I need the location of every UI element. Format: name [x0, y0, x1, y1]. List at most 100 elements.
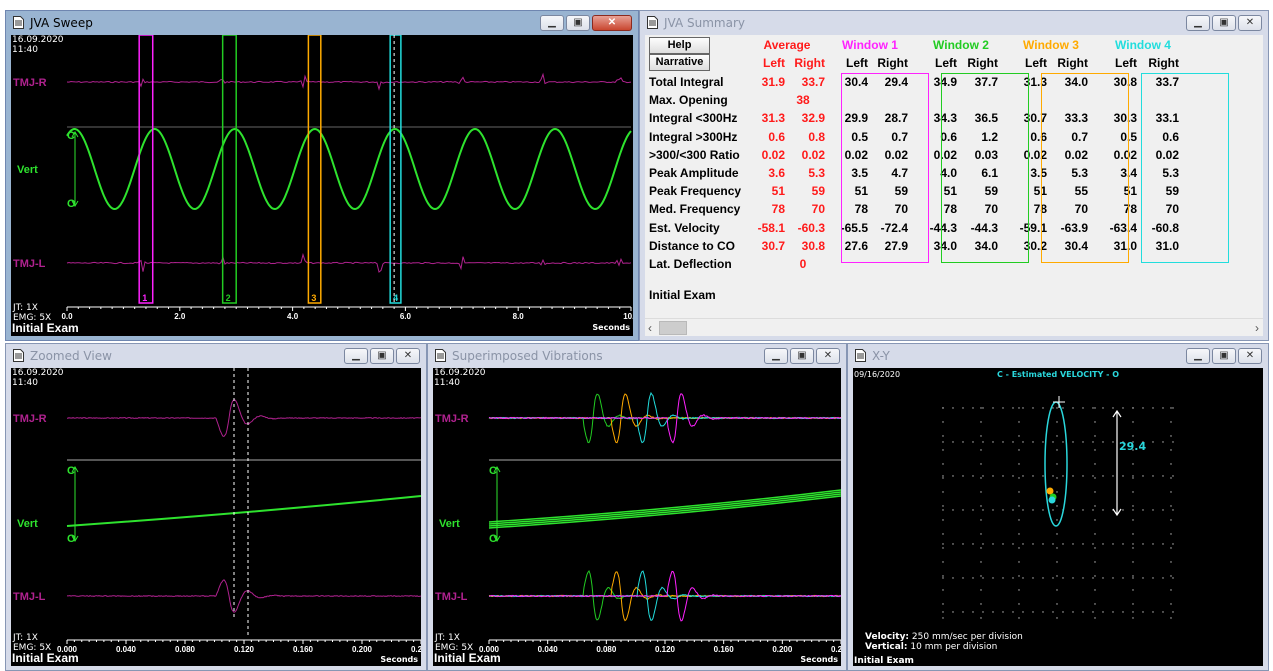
table-cell: 0.02 [1064, 147, 1088, 162]
table-cell: -58.1 [757, 220, 785, 235]
table-cell: 30.8 [1113, 75, 1137, 89]
grid-dot [1018, 603, 1020, 605]
title-bar[interactable]: Zoomed View ▁ ▣ ✕ [6, 344, 426, 368]
table-cell: 0.5 [851, 129, 868, 144]
close-button[interactable]: ✕ [1238, 15, 1262, 31]
superimposed-window[interactable]: Superimposed Vibrations ▁ ▣ ✕ TMJ-R TMJ-L… [427, 343, 847, 671]
grid-dot [1018, 491, 1020, 493]
grid-dot [952, 611, 954, 613]
grid-dot [1094, 533, 1096, 535]
sweep-plot[interactable]: 1234TMJ-RTMJ-LVertCO0.02.04.06.08.010.0 … [11, 35, 633, 336]
grid-dot [1170, 533, 1172, 535]
grid-dot [1042, 509, 1044, 511]
minimize-icon: ▁ [548, 17, 556, 28]
grid-dot [980, 505, 982, 507]
minimize-button[interactable]: ▁ [540, 15, 564, 31]
superimposed-plot[interactable]: TMJ-R TMJ-L Vert C O 0.000 0.040 0.080 0.120 0.16… [433, 368, 841, 666]
close-button[interactable]: ✕ [816, 348, 840, 364]
close-button[interactable]: ✕ [592, 15, 632, 31]
table-cell-single: 0 [799, 257, 807, 271]
grid-dot [1018, 547, 1020, 549]
xy-window[interactable]: X-Y ▁ ▣ ✕ 09/16/2020 C - Estimated VELOC… [847, 343, 1269, 671]
minimize-button[interactable]: ▁ [1186, 15, 1210, 31]
row-label: Distance to CO [649, 238, 736, 253]
minimize-button[interactable]: ▁ [344, 348, 368, 364]
table-cell: 51 [771, 184, 785, 199]
grid-dot [1052, 611, 1054, 613]
grid-dot [1022, 509, 1024, 511]
title-bar[interactable]: X-Y ▁ ▣ ✕ [848, 344, 1268, 368]
x-tick-label: 0.160 [293, 645, 314, 654]
grid-dot [980, 435, 982, 437]
window-box-1 [138, 35, 154, 304]
grid-dot [1094, 575, 1096, 577]
grid-dot [1062, 543, 1064, 545]
minimize-icon: ▁ [772, 350, 780, 361]
minimize-button[interactable]: ▁ [1186, 348, 1210, 364]
zoom-plot[interactable]: TMJ-R TMJ-L Vert C O 0.000 0.040 0.080 0.120 0.16… [11, 368, 421, 666]
scroll-right-icon[interactable]: › [1255, 321, 1259, 335]
column-header: Window 1 [842, 38, 898, 52]
maximize-button[interactable]: ▣ [1212, 15, 1236, 31]
maximize-button[interactable]: ▣ [566, 15, 590, 31]
measure-label: 29.4 [1119, 440, 1147, 453]
scroll-thumb[interactable] [659, 321, 687, 335]
title-bar[interactable]: Superimposed Vibrations ▁ ▣ ✕ [428, 344, 846, 368]
maximize-button[interactable]: ▣ [790, 348, 814, 364]
table-cell: -63.4 [1109, 220, 1137, 235]
grid-dot [1018, 407, 1020, 409]
jva-summary-window[interactable]: JVA Summary ▁ ▣ ✕ Help Narrative Average… [639, 10, 1269, 341]
time-label: 11:40 [434, 378, 460, 388]
grid-dot [1056, 435, 1058, 437]
help-button[interactable]: Help [649, 37, 710, 54]
grid-dot [952, 543, 954, 545]
table-cell: 59 [894, 184, 908, 199]
grid-dot [1102, 577, 1104, 579]
subheader: Left [935, 56, 957, 70]
grid-dot [1094, 491, 1096, 493]
grid-dot [1142, 611, 1144, 613]
horizontal-scrollbar[interactable]: ‹ › [645, 318, 1263, 336]
maximize-button[interactable]: ▣ [1212, 348, 1236, 364]
jva-sweep-window[interactable]: JVA Sweep ▁ ▣ ✕ 1 2 3 4 TMJ-R TMJ-L Vert C O 0.0 2… [5, 10, 639, 341]
grid-dot [1170, 589, 1172, 591]
grid-dot [962, 543, 964, 545]
narrative-button[interactable]: Narrative [649, 54, 710, 71]
grid-dot [1142, 407, 1144, 409]
grid-dot [1012, 441, 1014, 443]
table-cell: 33.1 [1155, 111, 1179, 126]
close-icon: ✕ [607, 17, 617, 28]
time-label: 11:40 [12, 45, 38, 55]
grid-dot [1022, 577, 1024, 579]
close-button[interactable]: ✕ [396, 348, 420, 364]
grid-dot [1062, 407, 1064, 409]
grid-dot [1002, 509, 1004, 511]
title-bar[interactable]: JVA Summary ▁ ▣ ✕ [640, 11, 1268, 35]
row-label: Est. Velocity [649, 220, 720, 235]
velocity-text: 250 mm/sec per division [911, 632, 1023, 642]
maximize-icon: ▣ [1219, 17, 1229, 28]
date-label: 16.09.2020 [434, 368, 486, 378]
gain-label: JT: 1X EMG: 5X [13, 633, 52, 653]
table-cell: 0.02 [933, 147, 957, 162]
scroll-left-icon[interactable]: ‹ [648, 321, 652, 335]
grid-dot [1132, 547, 1134, 549]
grid-dot [1018, 617, 1020, 619]
grid-dot [1056, 449, 1058, 451]
zoomed-view-window[interactable]: Zoomed View ▁ ▣ ✕ TMJ-R TMJ-L Vert C O 0.000 0… [5, 343, 427, 671]
grid-dot [1072, 475, 1074, 477]
grid-dot [982, 509, 984, 511]
minimize-button[interactable]: ▁ [764, 348, 788, 364]
grid-dot [1152, 441, 1154, 443]
grid-dot [980, 477, 982, 479]
grid-dot [1022, 543, 1024, 545]
title-bar[interactable]: JVA Sweep ▁ ▣ ✕ [6, 11, 638, 35]
close-button[interactable]: ✕ [1238, 348, 1262, 364]
grid-dot [1094, 519, 1096, 521]
grid-dot [1172, 543, 1174, 545]
grid-dot [1092, 543, 1094, 545]
grid-dot [1072, 441, 1074, 443]
maximize-button[interactable]: ▣ [370, 348, 394, 364]
xy-plot[interactable]: 09/16/2020 C - Estimated VELOCITY - O 29… [853, 368, 1263, 666]
grid-dot [1092, 475, 1094, 477]
